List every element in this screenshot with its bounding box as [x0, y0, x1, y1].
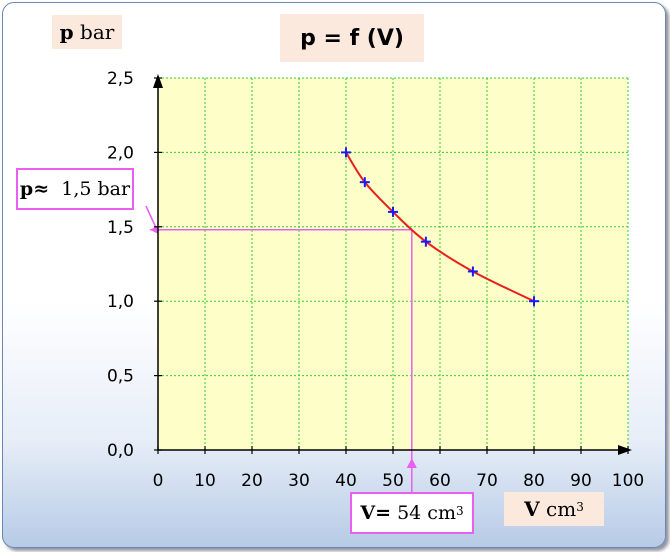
data-point	[388, 206, 398, 217]
x-tick-label: 70	[476, 471, 498, 491]
data-point	[420, 236, 431, 247]
y-axis-label: p bar	[52, 15, 122, 49]
data-points	[341, 147, 539, 307]
vertical-reading-arrow	[406, 458, 417, 468]
y-tick-label: 0,0	[107, 441, 134, 461]
x-axis-arrow	[618, 445, 632, 455]
volume-reading-prefix: V=	[360, 502, 392, 524]
x-tick-label: 40	[335, 471, 357, 491]
pressure-reading-callout: p≈ 1,5 bar	[16, 168, 134, 210]
axes	[153, 74, 632, 455]
x-axis-unit: cm	[546, 497, 577, 521]
x-tick-label: 100	[612, 471, 644, 491]
y-axis-arrow	[153, 74, 163, 88]
y-axis-unit: bar	[80, 20, 115, 44]
y-tick-label: 1,5	[107, 218, 134, 238]
data-point	[529, 296, 539, 307]
volume-reading-callout: V= 54 cm 3	[350, 492, 474, 534]
x-tick-label: 90	[570, 471, 592, 491]
x-tick-label: 20	[241, 471, 263, 491]
x-axis-symbol: V	[524, 497, 540, 521]
tick-labels: 0 10 20 30 40 50 60 70 80 90 100 0,0 0,5 1,0 1,5 2,0 2,5	[107, 69, 644, 491]
y-tick-label: 2,0	[107, 143, 134, 163]
x-axis-unit-exponent: 3	[576, 500, 584, 514]
chart-title: p = f (V)	[280, 14, 424, 62]
volume-reading-exponent: 3	[455, 504, 464, 518]
y-axis-symbol: p	[59, 20, 74, 44]
x-tick-label: 80	[523, 471, 545, 491]
x-tick-label: 30	[288, 471, 310, 491]
volume-reading-value: 54 cm	[397, 502, 456, 524]
x-axis-label: V cm 3	[504, 492, 604, 526]
x-tick-label: 50	[382, 471, 404, 491]
data-point	[467, 266, 478, 277]
y-tick-label: 2,5	[107, 69, 134, 89]
y-tick-label: 1,0	[107, 292, 134, 312]
x-tick-label: 10	[194, 471, 216, 491]
pressure-reading-prefix: p≈	[19, 178, 50, 200]
pressure-reading-value: 1,5 bar	[61, 178, 131, 200]
data-point	[359, 177, 370, 188]
pressure-callout-connector	[145, 205, 157, 229]
reading-lines	[145, 205, 417, 492]
series-curve	[345, 151, 535, 303]
data-point	[341, 147, 351, 158]
x-tick-label: 0	[153, 471, 164, 491]
grid	[158, 77, 629, 450]
x-tick-label: 60	[429, 471, 451, 491]
y-tick-label: 0,5	[107, 367, 134, 387]
